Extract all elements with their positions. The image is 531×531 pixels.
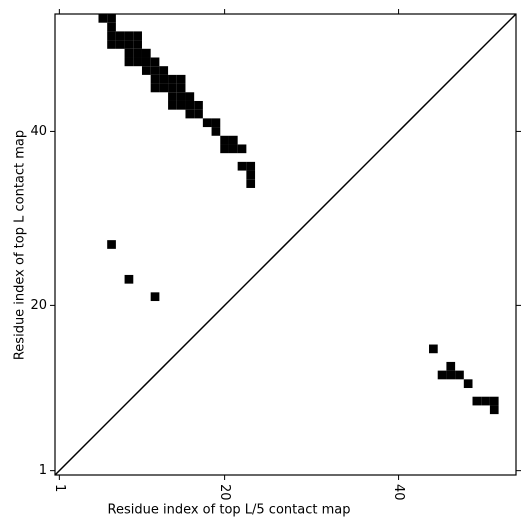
contact-cell <box>124 57 134 67</box>
contact-cell <box>185 92 195 101</box>
contact-cell <box>107 22 116 32</box>
x-tick-label: 40 <box>391 484 406 501</box>
contact-cell <box>429 344 438 354</box>
contact-cell <box>176 92 186 101</box>
y-tick-label: 20 <box>30 298 47 313</box>
contact-cell <box>185 100 195 110</box>
contact-cell <box>159 66 169 75</box>
contact-cell <box>489 396 499 406</box>
contact-cell <box>220 135 229 145</box>
contact-cell <box>228 135 238 145</box>
contact-cell <box>150 292 160 302</box>
contact-cell <box>194 100 203 110</box>
contact-cell <box>185 109 195 119</box>
contact-cell <box>168 92 177 101</box>
contact-cell <box>211 127 221 136</box>
contact-cell <box>168 74 177 84</box>
y-tick-label: 40 <box>30 124 47 139</box>
contact-cell <box>133 40 142 49</box>
contact-cell <box>115 31 125 41</box>
contact-cell <box>202 118 212 128</box>
contact-cell <box>141 57 151 67</box>
contact-cell <box>133 48 142 58</box>
diagonal-line <box>54 13 517 476</box>
contact-cell <box>150 74 160 84</box>
contact-cell <box>220 144 229 154</box>
contact-cell <box>133 57 142 67</box>
contact-cell <box>489 405 499 415</box>
contact-cell <box>150 83 160 93</box>
contact-cell <box>246 161 256 171</box>
contact-cell <box>159 83 169 93</box>
contact-cell <box>246 179 256 188</box>
contact-cell <box>237 144 247 154</box>
contact-cell <box>115 40 125 49</box>
contact-cell <box>124 40 134 49</box>
plot-frame <box>54 13 517 476</box>
contact-cell <box>228 144 238 154</box>
contact-cell <box>133 31 142 41</box>
contact-cell <box>176 100 186 110</box>
contact-cell <box>124 274 134 284</box>
contact-cell <box>481 396 490 406</box>
contact-cell <box>107 14 116 23</box>
contact-cell <box>98 14 108 23</box>
contact-cell <box>150 66 160 75</box>
y-tick-label: 1 <box>39 463 47 478</box>
contact-cell <box>107 31 116 41</box>
contact-cell <box>176 74 186 84</box>
contact-cell <box>446 370 456 380</box>
contact-cell <box>150 57 160 67</box>
contact-cell <box>107 40 116 49</box>
contact-cell <box>141 66 151 75</box>
contact-cell <box>246 170 256 180</box>
contact-cell <box>168 100 177 110</box>
contact-cell <box>211 118 221 128</box>
contact-cell <box>124 48 134 58</box>
contact-cell <box>107 240 116 249</box>
contact-cell <box>437 370 447 380</box>
contact-cell <box>194 109 203 119</box>
contact-cell <box>124 31 134 41</box>
contact-cell <box>159 74 169 84</box>
x-tick-label: 1 <box>52 484 67 492</box>
y-axis-label: Residue index of top L contact map <box>13 130 28 360</box>
contact-cell <box>176 83 186 93</box>
contact-cell <box>446 361 456 371</box>
contact-cell <box>141 48 151 58</box>
x-tick-label: 20 <box>217 484 232 501</box>
x-axis-label: Residue index of top L/5 contact map <box>108 503 351 518</box>
contact-cell <box>472 396 482 406</box>
contact-cell <box>463 379 473 389</box>
contact-cell <box>168 83 177 93</box>
contact-cell <box>237 161 247 171</box>
contact-cell <box>455 370 464 380</box>
